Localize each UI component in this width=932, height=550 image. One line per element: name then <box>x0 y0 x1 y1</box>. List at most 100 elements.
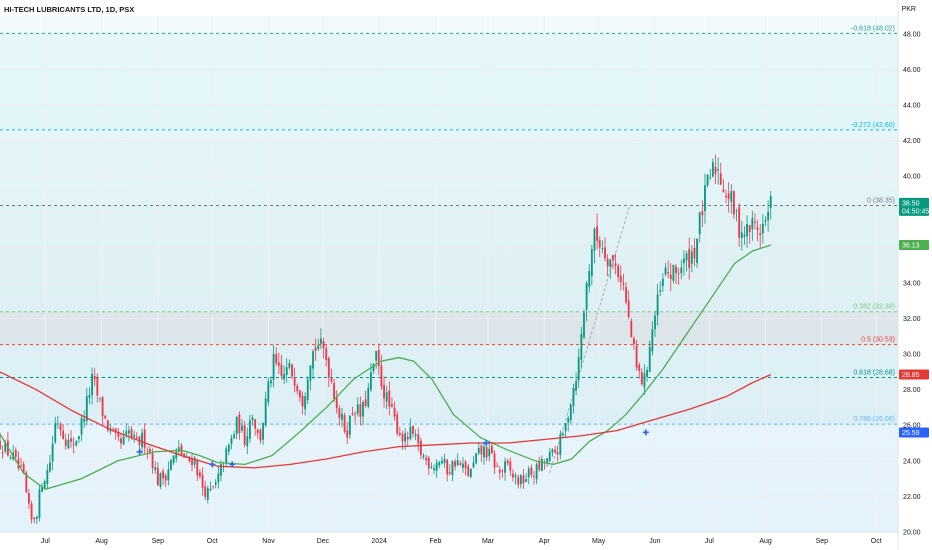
candle-body <box>4 442 7 452</box>
candle-body <box>80 418 83 435</box>
candle-body <box>341 413 343 420</box>
candle-body <box>672 264 675 281</box>
candle-body <box>167 469 170 481</box>
candle-body <box>335 396 338 409</box>
candle-body <box>454 461 456 467</box>
y-tick-label: 22.00 <box>903 494 921 501</box>
candle-body <box>659 289 662 292</box>
candle-body <box>25 472 28 492</box>
candle-body <box>235 417 238 434</box>
candle-body <box>627 300 630 317</box>
candle-body <box>559 434 562 456</box>
candle-body <box>562 433 564 435</box>
candle-body <box>604 247 606 259</box>
candle-body <box>601 248 604 249</box>
candle-body <box>667 272 670 274</box>
candle-body <box>593 228 596 251</box>
candle-body <box>172 455 175 464</box>
y-tick-label: 20.00 <box>903 530 921 537</box>
candle-body <box>122 436 125 445</box>
candle-body <box>49 462 51 472</box>
candle-body <box>580 333 583 360</box>
candle-body <box>141 432 143 448</box>
candle-body <box>564 422 567 431</box>
candle-body <box>704 185 706 212</box>
currency-label: PKR <box>901 6 916 13</box>
candle-body <box>177 447 180 452</box>
candle-body <box>70 438 72 442</box>
candle-body <box>293 377 296 386</box>
moving-average-line <box>0 371 772 469</box>
candle-body <box>188 456 191 462</box>
candle-body <box>196 460 199 476</box>
candle-body <box>767 211 770 221</box>
candle-body <box>748 225 751 233</box>
candle-body <box>469 468 472 477</box>
candle-body <box>696 238 699 263</box>
candle-body <box>312 351 314 369</box>
candle-body <box>414 434 417 436</box>
candle-body <box>393 407 396 417</box>
candle-body <box>201 474 204 488</box>
candle-body <box>435 462 438 471</box>
candle-body <box>385 392 388 402</box>
candle-body <box>256 429 259 434</box>
candle-body <box>396 414 399 434</box>
candle-body <box>262 422 264 440</box>
candle-body <box>267 381 270 402</box>
candle-body <box>127 430 130 434</box>
candle-body <box>506 460 509 464</box>
price-badge <box>899 369 929 380</box>
candle-body <box>538 461 541 470</box>
candle-body <box>133 434 136 437</box>
candle-body <box>175 451 178 459</box>
x-tick-label: Dec <box>317 538 330 545</box>
candle-body <box>756 227 759 230</box>
candle-body <box>548 451 551 462</box>
fib-zone <box>0 377 898 425</box>
candle-body <box>204 486 207 497</box>
candle-body <box>283 374 286 380</box>
candle-body <box>183 453 186 458</box>
candle-body <box>677 273 680 274</box>
candle-body <box>651 329 654 352</box>
candle-body <box>419 440 422 456</box>
candle-body <box>477 447 480 454</box>
candle-body <box>114 428 117 433</box>
candle-body <box>630 320 633 338</box>
candle-body <box>375 350 378 361</box>
candle-body <box>475 453 478 464</box>
candle-body <box>59 424 62 431</box>
candle-body <box>320 338 322 344</box>
candle-body <box>646 370 649 377</box>
x-tick-label: Mar <box>482 538 495 545</box>
candle-body <box>654 315 656 330</box>
x-tick-label: Sep <box>152 538 165 545</box>
candle-body <box>535 464 538 480</box>
candle-body <box>425 457 428 461</box>
candle-body <box>722 189 725 193</box>
candle-body <box>675 266 677 273</box>
fib-zone <box>0 344 898 378</box>
candle-body <box>719 173 722 185</box>
candle-body <box>125 431 128 435</box>
cross-marker <box>209 461 216 468</box>
candle-body <box>404 433 407 442</box>
candle-body <box>569 405 572 421</box>
x-tick-label: Jul <box>705 538 714 545</box>
candle-body <box>661 278 664 287</box>
candle-body <box>254 419 257 429</box>
x-tick-label: Nov <box>262 538 275 545</box>
candle-body <box>480 445 483 455</box>
candle-body <box>640 372 643 385</box>
candle-body <box>759 233 762 236</box>
candle-body <box>325 348 328 361</box>
candle-body <box>330 378 333 382</box>
candle-body <box>575 381 578 391</box>
candle-body <box>146 450 149 452</box>
candle-body <box>117 431 120 437</box>
candle-body <box>611 255 614 260</box>
candle-body <box>633 338 635 345</box>
candle-body <box>298 390 301 398</box>
